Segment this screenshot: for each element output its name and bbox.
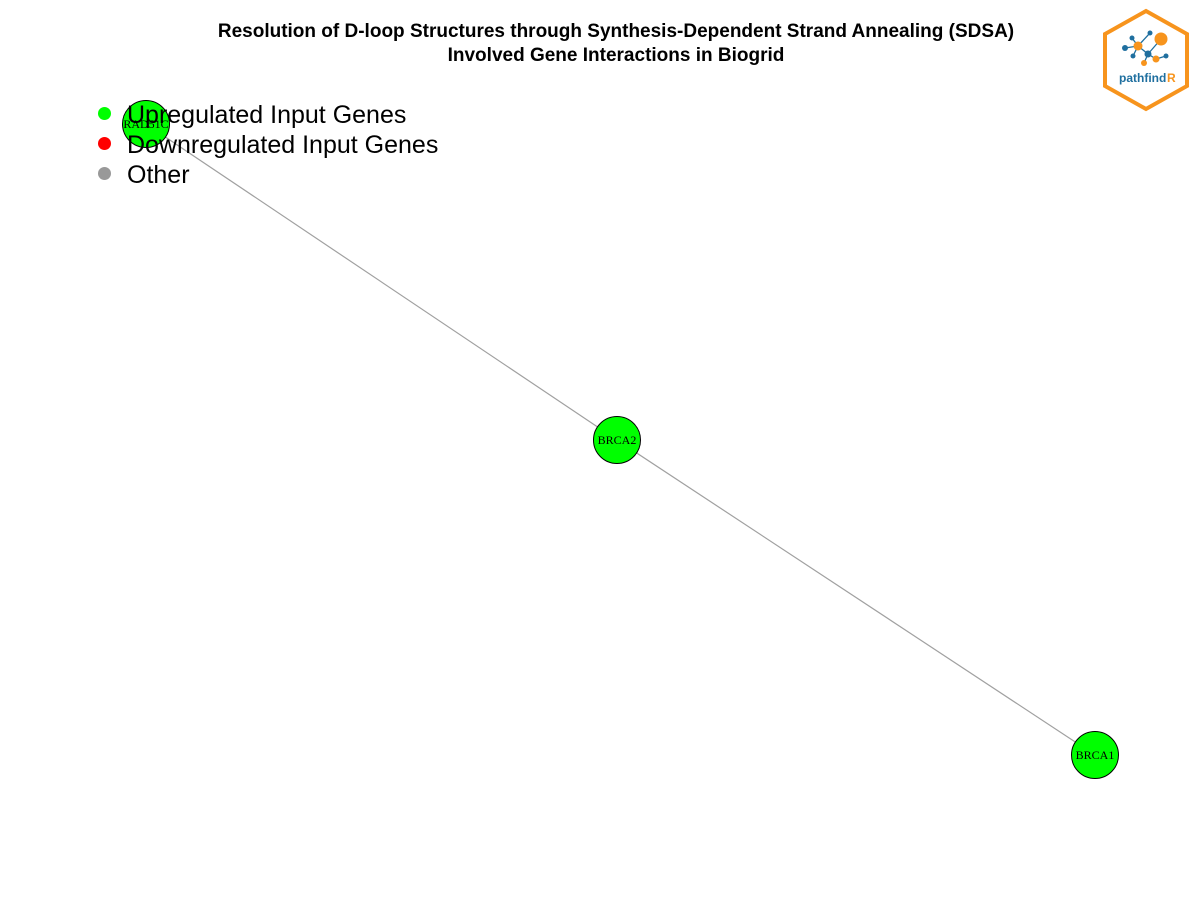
legend-item-downregulated: Downregulated Input Genes	[96, 130, 438, 160]
node-rad51c: RAD51C	[122, 100, 170, 148]
node-circle-rad51c	[122, 100, 170, 148]
legend-dot-other	[98, 166, 111, 180]
edge-rad51c-brca2	[145, 123, 618, 441]
legend-label-upregulated: Upregulated Input Genes	[127, 100, 407, 129]
node-layer: RAD51C BRCA2 BRCA1	[122, 100, 1119, 779]
legend-label-other: Other	[127, 160, 190, 189]
legend-dot-upregulated	[98, 106, 111, 120]
legend-item-other: Other	[96, 160, 438, 190]
edge-brca2-brca1	[616, 439, 1096, 756]
node-circle-brca1	[1071, 731, 1119, 779]
legend-dot-downregulated	[98, 136, 111, 150]
node-brca2: BRCA2	[593, 416, 641, 464]
edge-layer	[145, 123, 1096, 756]
node-label-rad51c: RAD51C	[123, 117, 168, 131]
title-line-1: Resolution of D-loop Structures through …	[217, 21, 1015, 42]
node-label-brca2: BRCA2	[598, 433, 637, 447]
node-label-brca1: BRCA1	[1076, 748, 1115, 762]
node-circle-brca2	[593, 416, 641, 464]
legend: Upregulated Input Genes Downregulated In…	[96, 100, 438, 190]
legend-item-upregulated: Upregulated Input Genes	[96, 100, 438, 130]
legend-label-downregulated: Downregulated Input Genes	[127, 130, 439, 159]
chart-title: Resolution of D-loop Structures through …	[0, 20, 1200, 68]
pathfindr-logo: pathfind R	[1100, 8, 1192, 112]
logo-text: pathfind	[1119, 71, 1166, 85]
title-line-2: Involved Gene Interactions in Biogrid	[447, 45, 785, 66]
node-brca1: BRCA1	[1071, 731, 1119, 779]
logo-text-accent: R	[1167, 71, 1176, 85]
